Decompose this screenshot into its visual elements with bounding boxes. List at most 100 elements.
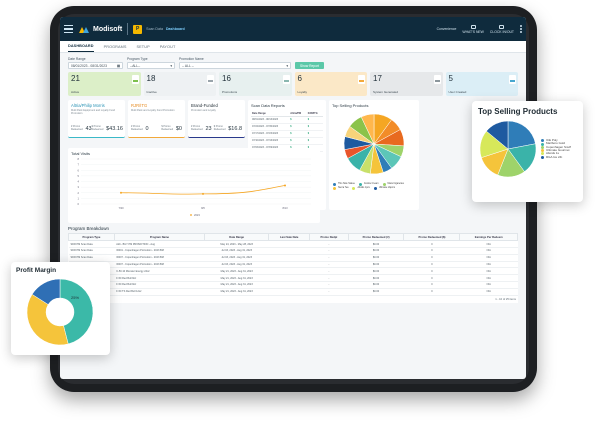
promotion-name-select[interactable]: -- ALL -- ▾ [179, 62, 291, 69]
kpi-card[interactable]: 18 Inactive [143, 72, 216, 96]
data-point[interactable] [284, 184, 286, 187]
table-row[interactable]: SDR PM Scan Data Aldi - BUY PM PROMOTION … [68, 240, 518, 249]
table-cell: N/A [459, 267, 518, 276]
table-cell: - [309, 261, 349, 269]
store-type-label[interactable]: Convenience [436, 27, 457, 31]
table-cell: $0.00 [348, 247, 404, 255]
legend-item: Sierra Tea [333, 187, 348, 190]
clock-in-out-button[interactable]: CLOCK IN/OUT [490, 24, 514, 34]
table-cell: - [309, 281, 349, 289]
promo-amount-value: $0 [175, 126, 182, 132]
kpi-card[interactable]: 5 User Created [445, 72, 518, 96]
breakdown-header[interactable]: Promo Redeemed ($) [403, 232, 461, 242]
show-report-button[interactable]: Show Report [295, 62, 325, 69]
table-cell: - [309, 288, 349, 296]
legend-label: Ultimate Gourmet [546, 148, 570, 152]
top-selling-title: Top Selling Products [332, 103, 369, 108]
breakdown-header[interactable]: Program Name [113, 232, 206, 242]
table-cell: $0.00 [348, 288, 404, 296]
pie-slice[interactable] [486, 120, 509, 150]
breakdown-header[interactable]: Promo Redpt [309, 232, 349, 242]
scan-data-reports-title: Scan Data Reports [251, 103, 285, 108]
kpi-value: 17 [373, 74, 382, 83]
scan-cell: $ [289, 123, 307, 132]
kpi-value: 18 [146, 74, 156, 83]
menu-icon[interactable] [64, 24, 73, 34]
scan-row[interactable]: 08/01/2023 - 08/13/2023 $ $ [251, 116, 323, 125]
breadcrumb-item[interactable]: Scan Data [146, 27, 163, 31]
donut-slice[interactable] [59, 278, 94, 345]
kpi-card[interactable]: 6 Loyalty [294, 72, 367, 96]
table-cell: C-50.10 Monster Energy 24oz [114, 267, 205, 276]
whats-new-button[interactable]: WHAT'S NEW [462, 24, 484, 34]
kpi-card[interactable]: 16 Promotions [219, 72, 292, 96]
scan-cell: $ [289, 137, 307, 146]
kpi-card[interactable]: 21 Active [68, 72, 141, 96]
table-cell: $0.00 [348, 274, 404, 282]
date-range-label: Date Range [68, 57, 86, 61]
legend-item: Copenhagen Snuff [541, 145, 571, 149]
scan-cell: 08/01/2023 - 08/13/2023 [251, 116, 290, 125]
chevron-down-icon: ▾ [170, 63, 172, 68]
tab-payout[interactable]: PAYOUT [159, 45, 176, 49]
y-tick-label: 1 [78, 196, 80, 200]
calendar-icon: ▦ [116, 63, 120, 68]
promo-card[interactable]: Brand-Funded Promotion and Loyalty # Promo… [188, 100, 245, 138]
promo-card[interactable]: RJR/ITG Multi Pack and Loyalty Fund Promo… [128, 100, 185, 138]
date-range-picker[interactable]: 08/01/2023 - 08/31/2023 ▦ [68, 62, 123, 69]
scan-cell: $ [289, 130, 307, 139]
brand-logo[interactable]: Modisoft [79, 26, 122, 33]
scan-cell: $ [306, 137, 323, 146]
breakdown-header[interactable]: Promo Redeemed (#) [347, 232, 405, 242]
pie-slice[interactable] [507, 120, 536, 150]
legend-swatch [333, 183, 336, 186]
pie-slice[interactable] [360, 113, 375, 145]
table-cell [268, 274, 310, 282]
program-type-select[interactable]: --ALL-- ▾ [127, 62, 175, 69]
legend-item: Marlboro Gold [541, 142, 571, 146]
kpi-label: Inactive [146, 90, 157, 94]
scan-row[interactable]: 07/10/2023 - 07/16/2023 $ $ [251, 137, 323, 146]
table-cell: Jul 03, 2023 - Aug 31, 2023 [204, 247, 269, 255]
scan-row[interactable]: 07/17/2023 - 07/23/2023 $ $ [251, 130, 323, 139]
breakdown-header[interactable]: Date Range [204, 232, 270, 242]
donut-slice[interactable] [31, 278, 61, 305]
store-icon[interactable]: P [133, 24, 143, 34]
scan-row[interactable]: 07/24/2023 - 07/30/2023 $ $ [251, 123, 323, 132]
table-cell: SDR PM Scan Data [68, 254, 115, 262]
x-tick-label: 8/13 [282, 206, 288, 210]
breakdown-header[interactable]: Earnings Per Redeem [459, 232, 518, 242]
data-point[interactable] [202, 192, 204, 195]
legend-item: Mara Cigarettes [382, 183, 404, 186]
tab-dashboard[interactable]: DASHBOARD [68, 44, 94, 52]
tab-programs[interactable]: PROGRAMS [103, 45, 127, 49]
breakdown-header[interactable]: Program Type [68, 232, 115, 242]
x-tick-label: 7/30 [118, 206, 124, 210]
profit-margin-title: Profit Margin [16, 267, 57, 274]
table-cell: N/A [459, 240, 518, 249]
breakdown-header[interactable]: Last Sale Date [268, 232, 311, 242]
profit-margin-donut: 25% [26, 278, 94, 346]
table-cell: 0 [403, 247, 460, 255]
table-row[interactable]: SDR PM Scan Data ID007 - Copenhagen Promo… [68, 254, 518, 262]
top-selling-legend: ICE Poly Marlboro Gold Copenhagen Snuff Ult… [541, 138, 571, 159]
megaphone-icon [470, 24, 476, 29]
promo-card[interactable]: Altria/Philip Morris Multi Pack Equipment… [68, 100, 125, 138]
scan-cell: $ [306, 123, 323, 132]
tab-setup[interactable]: SETUP [136, 45, 150, 49]
table-cell [268, 240, 310, 249]
y-tick-label: 7 [78, 163, 80, 167]
data-point[interactable] [120, 191, 122, 194]
table-cell: Aldi - BUY PM PROMOTION - Aug [114, 240, 205, 249]
more-options-icon[interactable] [520, 25, 522, 33]
table-row[interactable]: Scan DataC-50.10 Monster Energy 24ozMay … [68, 267, 518, 276]
table-row[interactable]: SDR PM Scan Data ID001 - Copenhagen Promo… [68, 247, 518, 255]
promo-subtitle: Multi Pack Equipment and Loyalty Fund Pr… [71, 109, 116, 115]
table-cell: $0.00 [348, 261, 404, 269]
kpi-card[interactable]: 17 System Generated [370, 72, 443, 96]
kpi-value: 21 [71, 74, 80, 83]
